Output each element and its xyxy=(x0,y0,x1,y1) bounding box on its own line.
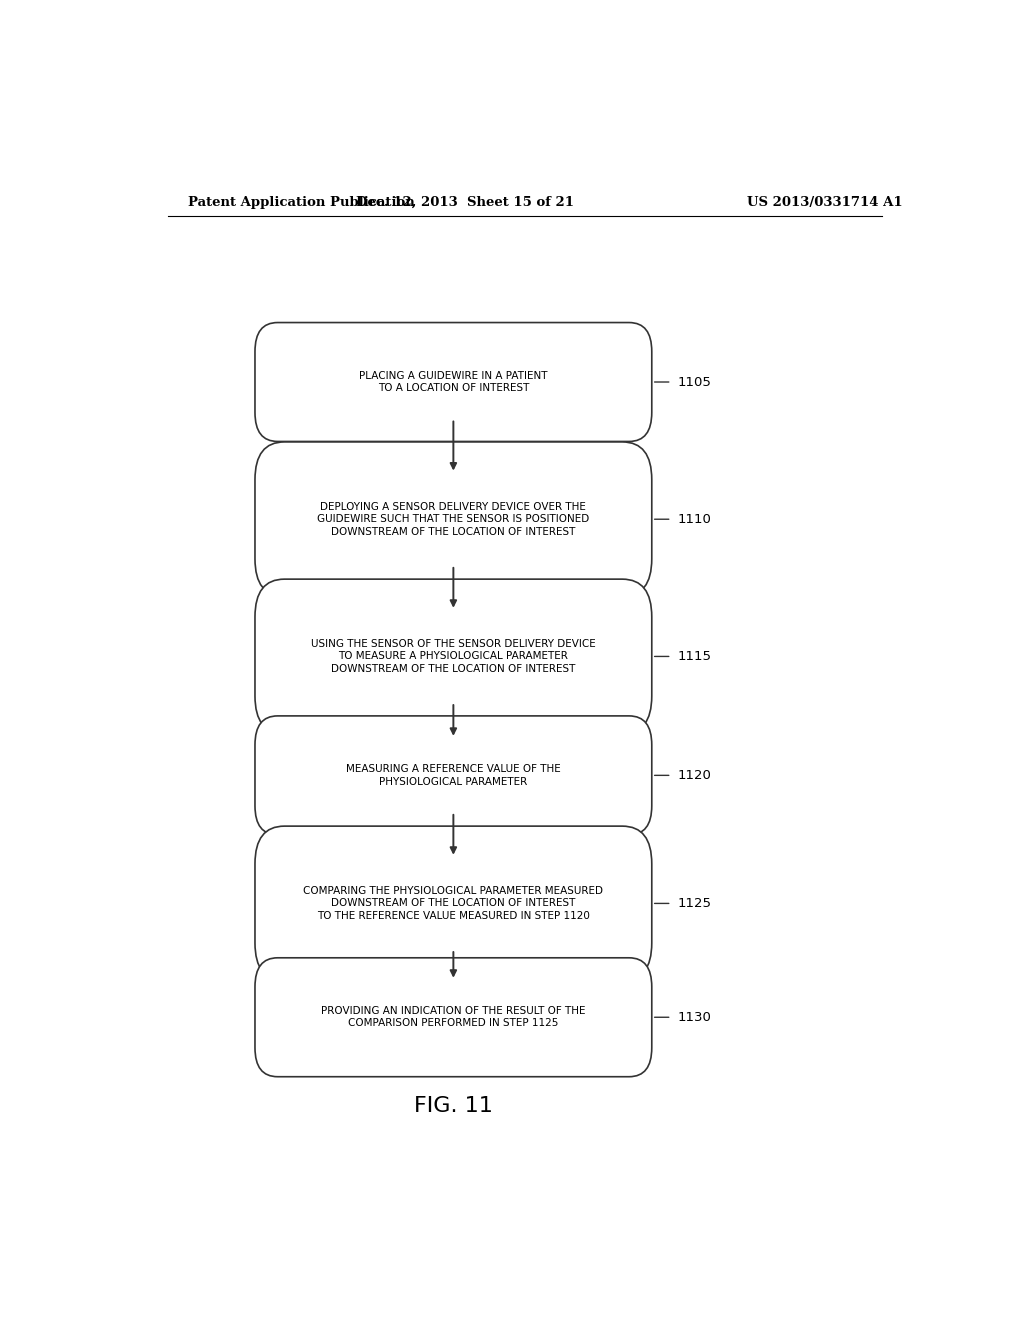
Text: Dec. 12, 2013  Sheet 15 of 21: Dec. 12, 2013 Sheet 15 of 21 xyxy=(356,195,574,209)
FancyBboxPatch shape xyxy=(255,958,651,1077)
Text: 1130: 1130 xyxy=(678,1011,712,1024)
Text: US 2013/0331714 A1: US 2013/0331714 A1 xyxy=(748,195,902,209)
Text: COMPARING THE PHYSIOLOGICAL PARAMETER MEASURED
DOWNSTREAM OF THE LOCATION OF INT: COMPARING THE PHYSIOLOGICAL PARAMETER ME… xyxy=(303,886,603,921)
Text: 1115: 1115 xyxy=(678,649,712,663)
Text: Patent Application Publication: Patent Application Publication xyxy=(187,195,415,209)
Text: 1120: 1120 xyxy=(678,768,712,781)
Text: 1125: 1125 xyxy=(678,896,712,909)
FancyBboxPatch shape xyxy=(255,442,651,597)
Text: USING THE SENSOR OF THE SENSOR DELIVERY DEVICE
TO MEASURE A PHYSIOLOGICAL PARAME: USING THE SENSOR OF THE SENSOR DELIVERY … xyxy=(311,639,596,673)
FancyBboxPatch shape xyxy=(255,579,651,734)
FancyBboxPatch shape xyxy=(255,715,651,834)
Text: MEASURING A REFERENCE VALUE OF THE
PHYSIOLOGICAL PARAMETER: MEASURING A REFERENCE VALUE OF THE PHYSI… xyxy=(346,764,561,787)
Text: 1110: 1110 xyxy=(678,512,712,525)
Text: 1105: 1105 xyxy=(678,375,712,388)
FancyBboxPatch shape xyxy=(255,322,651,441)
Text: DEPLOYING A SENSOR DELIVERY DEVICE OVER THE
GUIDEWIRE SUCH THAT THE SENSOR IS PO: DEPLOYING A SENSOR DELIVERY DEVICE OVER … xyxy=(317,502,590,537)
Text: PROVIDING AN INDICATION OF THE RESULT OF THE
COMPARISON PERFORMED IN STEP 1125: PROVIDING AN INDICATION OF THE RESULT OF… xyxy=(322,1006,586,1028)
Text: PLACING A GUIDEWIRE IN A PATIENT
TO A LOCATION OF INTEREST: PLACING A GUIDEWIRE IN A PATIENT TO A LO… xyxy=(359,371,548,393)
Text: FIG. 11: FIG. 11 xyxy=(414,1096,493,1115)
FancyBboxPatch shape xyxy=(255,826,651,981)
